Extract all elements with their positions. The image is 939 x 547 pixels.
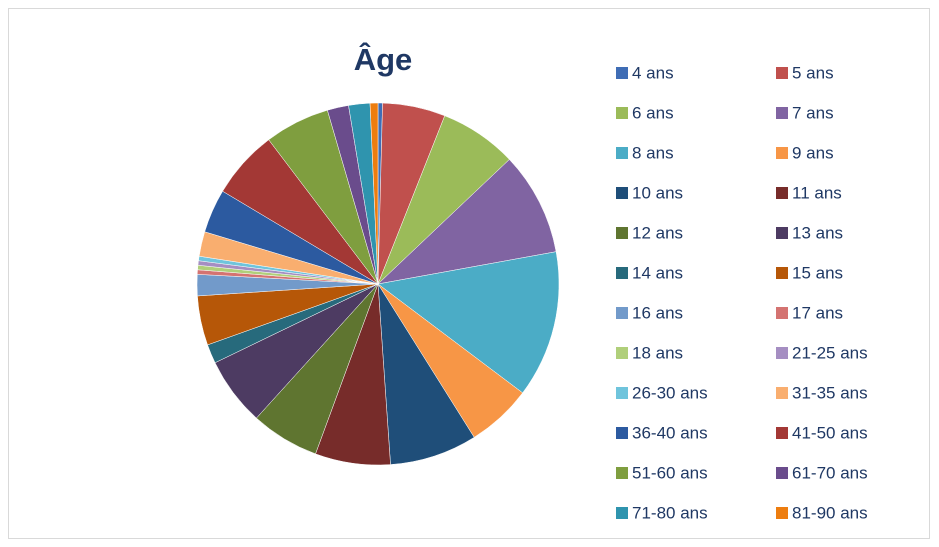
legend-label: 14 ans [632, 263, 683, 282]
legend-label: 9 ans [792, 143, 834, 162]
legend-swatch [616, 427, 628, 439]
legend-label: 15 ans [792, 263, 843, 282]
legend-label: 17 ans [792, 303, 843, 322]
legend-swatch [776, 467, 788, 479]
legend-swatch [616, 507, 628, 519]
legend-label: 51-60 ans [632, 463, 708, 482]
pie-slice [377, 251, 560, 394]
legend-swatch [616, 147, 628, 159]
legend-swatch [776, 387, 788, 399]
legend-swatch [776, 267, 788, 279]
legend-swatch [616, 467, 628, 479]
legend-swatch [776, 307, 788, 319]
legend-swatch [616, 347, 628, 359]
legend-swatch [776, 227, 788, 239]
legend-label: 5 ans [792, 63, 834, 82]
legend-label: 26-30 ans [632, 383, 708, 402]
legend-swatch [616, 387, 628, 399]
legend-label: 7 ans [792, 103, 834, 122]
legend-label: 10 ans [632, 183, 683, 202]
legend-swatch [776, 147, 788, 159]
legend-label: 18 ans [632, 343, 683, 362]
legend-swatch [616, 267, 628, 279]
legend-swatch [776, 67, 788, 79]
legend-swatch [776, 107, 788, 119]
legend-swatch [776, 347, 788, 359]
legend-label: 12 ans [632, 223, 683, 242]
legend-label: 61-70 ans [792, 463, 868, 482]
legend-label: 71-80 ans [632, 503, 708, 522]
legend-swatch [776, 507, 788, 519]
legend-label: 41-50 ans [792, 423, 868, 442]
legend-label: 4 ans [632, 63, 674, 82]
legend-swatch [616, 187, 628, 199]
legend-swatch [616, 67, 628, 79]
legend-label: 13 ans [792, 223, 843, 242]
chart-title: Âge [354, 41, 413, 77]
legend-swatch [776, 427, 788, 439]
pie-slice [377, 159, 557, 285]
pie-slice [369, 102, 379, 285]
legend-label: 36-40 ans [632, 423, 708, 442]
legend-label: 11 ans [792, 183, 842, 202]
legend-swatch [616, 307, 628, 319]
legend-swatch [616, 107, 628, 119]
legend-label: 31-35 ans [792, 383, 868, 402]
legend-label: 8 ans [632, 143, 674, 162]
legend-label: 81-90 ans [792, 503, 868, 522]
legend-swatch [616, 227, 628, 239]
legend-label: 21-25 ans [792, 343, 868, 362]
legend-label: 16 ans [632, 303, 683, 322]
legend-label: 6 ans [632, 103, 674, 122]
legend-swatch [776, 187, 788, 199]
